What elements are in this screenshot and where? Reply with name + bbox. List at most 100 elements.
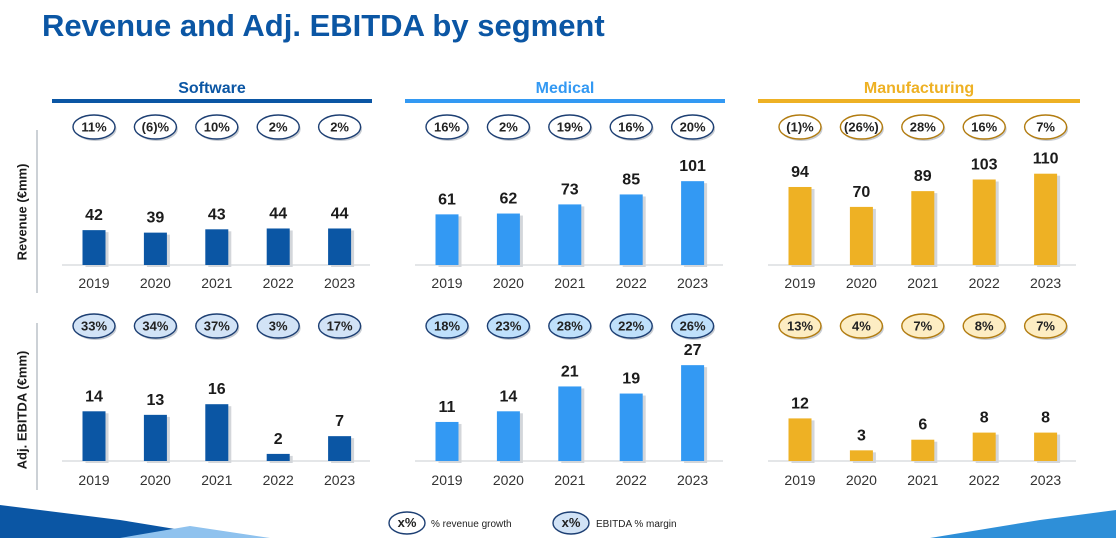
value-label: 7 [335,413,344,430]
bar-software-revenue-2023 [328,228,352,265]
badge-label: 19% [557,120,583,135]
badge-label: 33% [81,319,107,334]
value-label: 6 [918,417,927,434]
margin-badge [548,313,592,339]
value-label: 11 [439,399,456,416]
badge-label: 16% [618,120,644,135]
badge-label: (26%) [844,120,879,135]
year-tick: 2020 [140,275,171,291]
growth-badge [425,114,469,140]
year-tick: 2023 [1030,472,1061,488]
value-label: 43 [208,206,226,223]
bar-manufacturing-revenue-2019 [788,186,812,265]
bar-software-ebitda-2021 [205,404,229,461]
value-label: 70 [853,184,871,201]
badge-label: 26% [680,319,706,334]
segment-title-software: Software [178,80,246,97]
bar-medical-revenue-2023 [681,181,705,265]
year-tick: 2022 [263,275,294,291]
bar-medical-revenue-2021 [558,204,582,265]
legend-margin-oval [552,511,590,535]
growth-badge [486,114,531,140]
growth-badge [195,114,239,140]
bar-software-ebitda-2023 [328,436,352,461]
bar-manufacturing-ebitda-2019 [788,418,812,461]
growth-badge [548,114,592,140]
growth-badge [1023,114,1068,140]
value-label: 42 [85,207,103,224]
badge-label: 4% [852,319,871,334]
badge-label: 20% [680,120,706,135]
year-tick: 2019 [431,275,462,291]
year-tick: 2023 [1030,275,1061,291]
segment-underline-software [52,99,372,103]
year-tick: 2023 [324,472,355,488]
year-tick: 2021 [201,472,232,488]
growth-badge [133,114,178,140]
bar-medical-ebitda-2021 [558,386,582,461]
year-tick: 2021 [907,275,938,291]
margin-badge [609,313,653,339]
year-tick: 2021 [554,472,585,488]
bar-software-ebitda-2020 [143,414,167,461]
value-label: 3 [857,427,866,444]
margin-badge [901,313,945,339]
bar-manufacturing-revenue-2022 [972,179,996,265]
margin-badge [778,313,822,339]
badge-label: 28% [910,120,936,135]
bar-manufacturing-ebitda-2020 [849,450,873,461]
value-label: 16 [208,381,226,398]
badge-label: 11% [81,120,107,135]
badge-label: 37% [204,319,230,334]
growth-badge [962,114,1006,140]
year-tick: 2022 [969,472,1000,488]
legend-margin-label: EBITDA % margin [596,519,677,530]
year-tick: 2022 [969,275,1000,291]
legend-margin-symbol: x% [562,515,581,530]
value-label: 14 [85,388,103,405]
growth-badge [670,114,715,140]
growth-badge [317,114,362,140]
year-tick: 2022 [616,275,647,291]
bar-manufacturing-revenue-2020 [849,206,873,265]
value-label: 85 [622,171,640,188]
value-label: 39 [147,210,165,227]
badge-label: 7% [1036,120,1055,135]
legend-growth-symbol: x% [398,515,417,530]
value-label: 27 [684,342,702,359]
bar-medical-revenue-2019 [435,214,459,265]
year-tick: 2022 [616,472,647,488]
badge-label: (1)% [786,120,814,135]
margin-badge [256,313,300,339]
badge-label: 22% [618,319,644,334]
bar-manufacturing-revenue-2021 [911,191,935,265]
badge-label: 7% [1036,319,1055,334]
value-label: 8 [1041,410,1050,427]
bar-manufacturing-ebitda-2022 [972,432,996,461]
bar-software-revenue-2022 [266,228,290,265]
margin-badge [133,313,178,339]
year-tick: 2019 [784,472,815,488]
segment-underline-medical [405,99,725,103]
margin-badge [425,313,469,339]
margin-badge [72,313,116,339]
bar-software-revenue-2019 [82,230,106,265]
value-label: 21 [561,363,579,380]
value-label: 12 [791,395,809,412]
badge-label: 28% [557,319,583,334]
year-tick: 2019 [431,472,462,488]
year-tick: 2020 [140,472,171,488]
year-tick: 2023 [677,472,708,488]
badge-label: 7% [913,319,932,334]
bar-software-revenue-2021 [205,229,229,265]
bar-manufacturing-revenue-2023 [1034,173,1058,265]
year-tick: 2019 [78,472,109,488]
growth-badge [901,114,945,140]
year-tick: 2019 [784,275,815,291]
badge-label: (6)% [142,120,170,135]
bar-medical-revenue-2020 [496,213,520,265]
value-label: 94 [791,164,809,181]
value-label: 110 [1033,151,1059,168]
badge-label: 13% [787,319,813,334]
